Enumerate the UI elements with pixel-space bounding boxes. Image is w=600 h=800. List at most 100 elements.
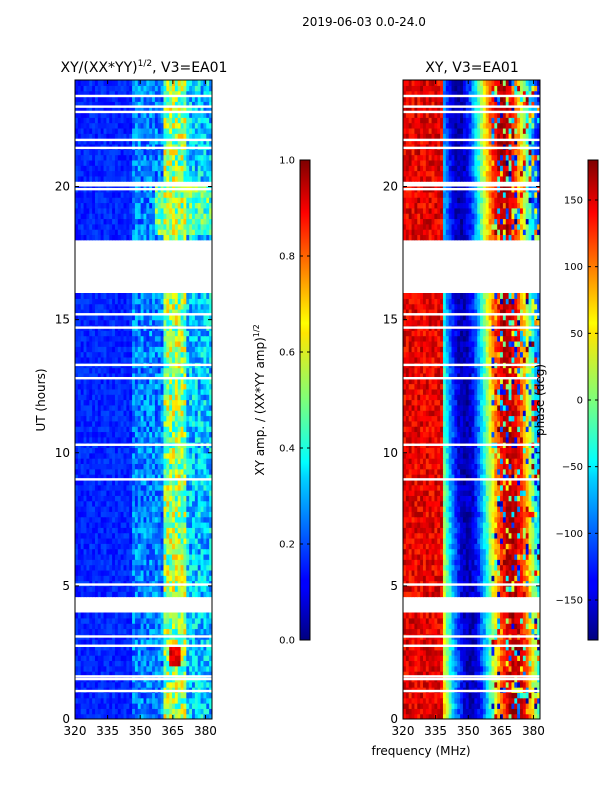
amplitude-cell <box>80 644 85 651</box>
amplitude-cell <box>97 340 102 347</box>
amplitude-cell <box>154 426 159 433</box>
amplitude-cell <box>137 399 142 406</box>
amplitude-cell <box>75 564 79 571</box>
amplitude-cell <box>92 293 96 299</box>
amplitude-cell <box>209 521 212 528</box>
amplitude-cell <box>114 340 119 347</box>
amplitude-cell <box>123 154 127 161</box>
amplitude-cell <box>77 202 82 209</box>
amplitude-cell <box>109 335 113 342</box>
amplitude-cell <box>186 218 190 225</box>
amplitude-cell <box>140 319 145 326</box>
amplitude-cell <box>114 399 119 406</box>
amplitude-cell <box>137 122 142 129</box>
amplitude-cell <box>123 703 127 709</box>
amplitude-cell <box>137 175 142 182</box>
amplitude-cell <box>209 426 212 433</box>
amplitude-cell <box>192 617 196 624</box>
amplitude-cell <box>154 452 159 459</box>
amplitude-cell <box>172 154 176 161</box>
amplitude-cell <box>194 234 199 241</box>
amplitude-cell <box>200 671 205 677</box>
amplitude-cell <box>129 591 133 598</box>
amplitude-cell <box>92 340 96 347</box>
amplitude-cell <box>200 404 205 411</box>
amplitude-cell <box>77 569 82 576</box>
amplitude-cell <box>114 431 119 438</box>
amplitude-cell <box>146 133 150 140</box>
amplitude-cell <box>169 293 173 299</box>
amplitude-cell <box>206 383 210 390</box>
amplitude-cell <box>157 378 162 385</box>
amplitude-cell <box>194 330 199 337</box>
amplitude-cell <box>92 484 96 491</box>
amplitude-cell <box>123 436 127 443</box>
amplitude-cell <box>129 213 133 220</box>
amplitude-cell <box>120 458 125 464</box>
amplitude-cell <box>132 623 136 630</box>
amplitude-cell <box>177 452 182 459</box>
amplitude-cell <box>132 138 136 145</box>
amplitude-cell <box>89 527 93 534</box>
amplitude-cell <box>103 436 107 443</box>
amplitude-cell <box>200 127 205 134</box>
amplitude-cell <box>172 330 176 337</box>
amplitude-cell <box>80 202 85 209</box>
amplitude-cell <box>89 394 93 401</box>
amplitude-cell <box>109 692 113 699</box>
amplitude-cell <box>117 506 122 512</box>
amplitude-cell <box>140 101 145 108</box>
amplitude-cell <box>134 660 139 667</box>
amplitude-cell <box>209 415 212 422</box>
amplitude-cell <box>129 431 133 438</box>
amplitude-cell <box>166 697 170 704</box>
amplitude-cell <box>163 506 167 512</box>
amplitude-cell <box>183 399 187 406</box>
amplitude-cell <box>106 692 110 699</box>
amplitude-cell <box>143 410 147 417</box>
amplitude-cell <box>77 681 82 688</box>
amplitude-cell <box>160 506 165 512</box>
amplitude-cell <box>114 218 119 225</box>
amplitude-cell <box>75 191 79 198</box>
amplitude-cell <box>140 591 145 598</box>
amplitude-cell <box>103 340 107 347</box>
amplitude-cell <box>109 447 113 454</box>
amplitude-cell <box>97 490 102 496</box>
amplitude-cell <box>189 639 193 646</box>
amplitude-cell <box>146 468 150 475</box>
amplitude-cell <box>180 127 185 134</box>
amplitude-cell <box>149 117 153 124</box>
amplitude-cell <box>197 484 202 491</box>
amplitude-cell <box>92 436 96 443</box>
amplitude-cell <box>77 692 82 699</box>
amplitude-cell <box>209 154 212 161</box>
amplitude-cell <box>129 388 133 395</box>
amplitude-cell <box>129 447 133 454</box>
amplitude-cell <box>203 564 207 571</box>
amplitude-cell <box>112 356 116 363</box>
amplitude-cell <box>186 138 190 145</box>
amplitude-cell <box>92 575 96 582</box>
amplitude-cell <box>103 559 107 566</box>
amplitude-cell <box>106 585 110 592</box>
amplitude-cell <box>183 639 187 646</box>
amplitude-cell <box>140 527 145 534</box>
amplitude-cell <box>174 234 179 241</box>
amplitude-cell <box>75 708 79 715</box>
amplitude-cell <box>197 191 202 198</box>
amplitude-cell <box>192 543 196 550</box>
amplitude-cell <box>172 532 176 539</box>
amplitude-cell <box>129 218 133 225</box>
amplitude-cell <box>140 575 145 582</box>
amplitude-cell <box>83 500 88 507</box>
amplitude-cell <box>89 314 93 321</box>
amplitude-cell <box>200 564 205 571</box>
amplitude-cell <box>137 308 142 315</box>
amplitude-cell <box>180 154 185 161</box>
amplitude-cell <box>100 617 105 624</box>
amplitude-cell <box>160 628 165 635</box>
amplitude-cell <box>103 165 107 172</box>
amplitude-cell <box>154 708 159 715</box>
amplitude-cell <box>160 655 165 662</box>
